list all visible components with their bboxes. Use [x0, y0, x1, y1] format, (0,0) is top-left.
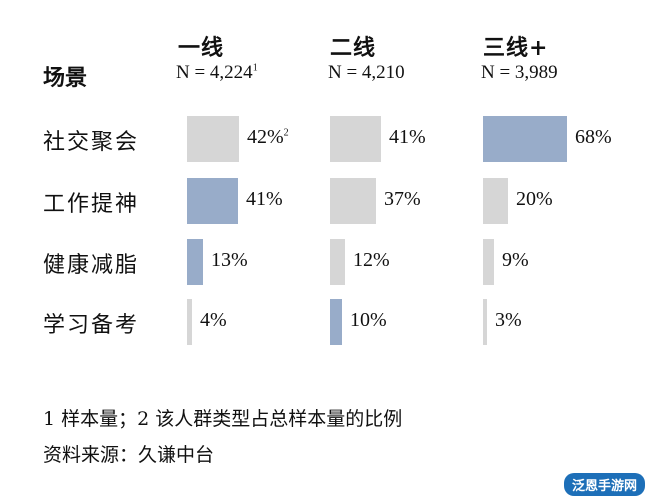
row-header: 场景 — [43, 65, 88, 91]
bar-3-1 — [483, 116, 567, 162]
footnote-line-1: 1 样本量；2 该人群类型占总样本量的比例 — [43, 408, 403, 430]
row-label-4: 学习备考 — [43, 313, 140, 338]
value-label-3-3: 9% — [502, 249, 529, 271]
tier-sample-size-3: N = 3,989 — [481, 62, 558, 83]
value-label-1-4: 4% — [200, 309, 227, 331]
bar-3-2 — [483, 178, 508, 224]
tier-sample-size-2: N = 4,210 — [328, 62, 405, 83]
row-label-3: 健康减脂 — [43, 253, 140, 278]
tier-name-3: 三线+ — [483, 35, 549, 61]
value-label-3-4: 3% — [495, 309, 522, 331]
tier-name-1: 一线 — [178, 35, 225, 61]
bar-1-1 — [187, 116, 239, 162]
value-label-1-3: 13% — [211, 249, 248, 271]
value-label-2-1: 41% — [389, 126, 426, 148]
tier-sample-size-1: N = 4,2241 — [176, 62, 258, 83]
value-label-1-1: 42%2 — [247, 126, 289, 148]
bar-1-4 — [187, 299, 192, 345]
value-label-3-2: 20% — [516, 188, 553, 210]
value-label-2-4: 10% — [350, 309, 387, 331]
value-label-2-2: 37% — [384, 188, 421, 210]
bar-1-2 — [187, 178, 238, 224]
bar-2-4 — [330, 299, 342, 345]
value-label-3-1: 68% — [575, 126, 612, 148]
row-label-1: 社交聚会 — [43, 130, 140, 155]
bar-2-3 — [330, 239, 345, 285]
bar-2-1 — [330, 116, 381, 162]
bar-2-2 — [330, 178, 376, 224]
tier-name-2: 二线 — [330, 35, 377, 61]
watermark-logo: 泛恩手游网 — [563, 473, 645, 496]
value-label-2-3: 12% — [353, 249, 390, 271]
footnote-source: 资料来源：久谦中台 — [43, 444, 215, 466]
value-label-1-2: 41% — [246, 188, 283, 210]
bar-3-3 — [483, 239, 494, 285]
footnote-marker: 2 — [283, 127, 289, 139]
bar-3-4 — [483, 299, 487, 345]
row-label-2: 工作提神 — [43, 192, 140, 217]
bar-1-3 — [187, 239, 203, 285]
footnote-marker: 1 — [252, 62, 258, 74]
